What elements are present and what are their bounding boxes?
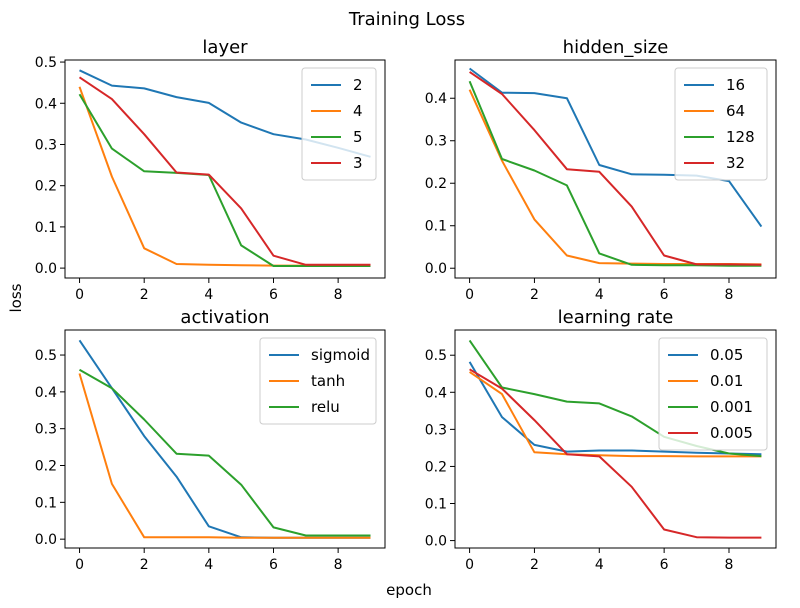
axes-frame	[454, 329, 777, 549]
legend-label: 2	[353, 76, 363, 94]
subplot-layer: layer 0 2 4 6 8 0.0 0.1 0.2 0.3 0.4 0.5 2 4 5 3	[35, 37, 386, 303]
y-tick-label: 0.4	[425, 385, 447, 401]
subplot-title: hidden_size	[563, 37, 669, 58]
y-tick-label: 0.1	[35, 495, 57, 511]
series-line-3	[78, 76, 371, 266]
series-line-32	[469, 71, 762, 266]
y-tick-label: 0.0	[425, 534, 447, 550]
subplot-title: layer	[202, 37, 248, 58]
y-tick-label: 0.3	[35, 422, 57, 438]
series-line-0-005	[469, 368, 762, 539]
legend-label: relu	[311, 398, 340, 416]
legend-label: 0.05	[710, 346, 743, 364]
series-line-0-01	[469, 371, 762, 458]
x-tick-label: 2	[530, 287, 539, 303]
y-tick-label: 0.2	[35, 179, 57, 195]
x-tick-label: 0	[465, 557, 474, 573]
legend: 16 64 128 32	[674, 67, 768, 181]
x-tick-label: 6	[269, 557, 278, 573]
y-tick-label: 0.1	[425, 497, 447, 513]
x-tick-label: 2	[140, 287, 149, 303]
x-tick-label: 0	[75, 557, 84, 573]
y-tick-label: 0.2	[425, 176, 447, 192]
legend-box	[674, 67, 768, 181]
series-line-0-05	[468, 361, 762, 456]
subplot-activation: activation 0 2 4 6 8 0.0 0.1 0.2 0.3 0.4 0.5 sigmoid…	[35, 307, 386, 573]
legend-label: sigmoid	[311, 346, 370, 364]
legend-label: 0.001	[710, 398, 753, 416]
y-tick-label: 0.1	[425, 219, 447, 235]
y-tick-label: 0.0	[35, 532, 57, 548]
legend-label: 128	[726, 128, 755, 146]
y-tick-label: 0.1	[35, 220, 57, 236]
axes-frame	[64, 329, 386, 549]
legend-label: 32	[726, 154, 745, 172]
axes-frame	[454, 59, 777, 279]
y-tick-label: 0.5	[425, 348, 447, 364]
x-axis-label: epoch	[386, 581, 432, 599]
series-line-128	[468, 80, 762, 267]
subplot-hidden-size: hidden_size 0 2 4 6 8 0.0 0.1 0.2 0.3 0.4 16 64 128 32	[425, 37, 777, 303]
y-tick-label: 0.3	[425, 134, 447, 150]
y-tick-label: 0.2	[35, 459, 57, 475]
x-tick-label: 4	[204, 287, 213, 303]
legend-label: 4	[353, 102, 363, 120]
legend-label: 0.005	[710, 424, 753, 442]
y-tick-label: 0.2	[425, 459, 447, 475]
x-tick-label: 6	[660, 557, 669, 573]
y-axis-label: loss	[7, 283, 25, 312]
x-tick-label: 4	[595, 287, 604, 303]
legend-label: 0.01	[710, 372, 743, 390]
legend-label: 5	[353, 128, 363, 146]
x-tick-label: 8	[334, 287, 343, 303]
y-tick-label: 0.0	[425, 261, 447, 277]
legend-label: 64	[726, 102, 745, 120]
legend-box	[658, 337, 768, 451]
y-tick-label: 0.4	[425, 91, 447, 107]
series-line-relu	[79, 368, 371, 537]
x-tick-label: 8	[725, 557, 734, 573]
x-tick-label: 8	[725, 287, 734, 303]
y-tick-label: 0.4	[35, 385, 57, 401]
subplot-title: learning rate	[558, 307, 674, 328]
subplot-title: activation	[180, 307, 269, 328]
y-tick-label: 0.5	[35, 55, 57, 71]
y-tick-label: 0.3	[35, 137, 57, 153]
axes-frame	[64, 59, 386, 279]
x-tick-label: 6	[660, 287, 669, 303]
legend-label: 16	[726, 76, 745, 94]
y-tick-label: 0.4	[35, 96, 57, 112]
x-tick-label: 0	[75, 287, 84, 303]
legend: sigmoid tanh relu	[259, 337, 377, 425]
figure-title: Training Loss	[348, 9, 465, 30]
legend: 0.05 0.01 0.001 0.005	[658, 337, 768, 451]
x-tick-label: 8	[334, 557, 343, 573]
legend-box	[259, 337, 377, 425]
x-tick-label: 4	[595, 557, 604, 573]
y-tick-label: 0.0	[35, 261, 57, 277]
y-tick-label: 0.5	[35, 348, 57, 364]
x-tick-label: 2	[530, 557, 539, 573]
legend: 2 4 5 3	[301, 67, 377, 181]
legend-label: 3	[353, 154, 363, 172]
y-tick-label: 0.3	[425, 422, 447, 438]
x-tick-label: 0	[465, 287, 474, 303]
series-line-tanh	[78, 373, 371, 539]
x-tick-label: 2	[140, 557, 149, 573]
x-tick-label: 4	[204, 557, 213, 573]
x-tick-label: 6	[269, 287, 278, 303]
series-line-5	[78, 93, 371, 267]
legend-label: tanh	[311, 372, 345, 390]
legend-box	[301, 67, 377, 181]
subplot-learning-rate: learning rate 0 2 4 6 8 0.0 0.1 0.2 0.3 0.4 0.5 0.05…	[425, 307, 777, 573]
